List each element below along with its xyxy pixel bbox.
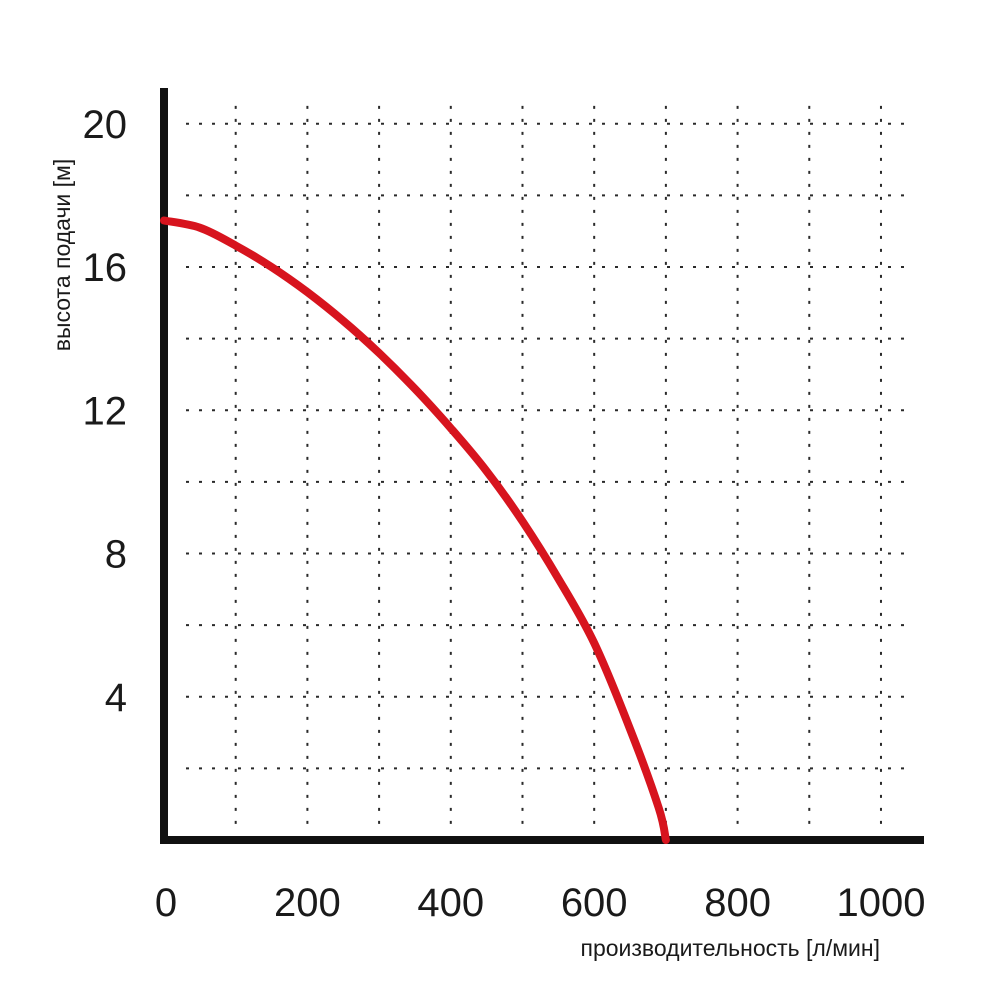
- y-tick-label: 8: [105, 533, 127, 577]
- x-tick-label: 0: [155, 881, 177, 925]
- x-tick-label: 1000: [836, 881, 925, 925]
- x-tick-label: 200: [274, 881, 341, 925]
- y-tick-label: 20: [83, 103, 128, 147]
- x-tick-label: 600: [561, 881, 628, 925]
- y-tick-label: 16: [83, 246, 128, 290]
- x-axis-label: производительность [л/мин]: [580, 935, 880, 961]
- y-tick-label: 12: [83, 389, 128, 433]
- x-tick-label: 800: [704, 881, 771, 925]
- y-tick-labels: 4 8 12 16 20: [83, 103, 128, 720]
- series: [160, 216, 670, 844]
- y-tick-label: 4: [105, 676, 127, 720]
- x-tick-label: 400: [417, 881, 484, 925]
- y-axis-label: высота подачи [м]: [49, 159, 75, 352]
- series-line-0: [160, 216, 670, 844]
- x-tick-labels: 0 200 400 600 800 1000: [155, 881, 926, 925]
- axes: [160, 88, 924, 844]
- grid: [186, 105, 908, 832]
